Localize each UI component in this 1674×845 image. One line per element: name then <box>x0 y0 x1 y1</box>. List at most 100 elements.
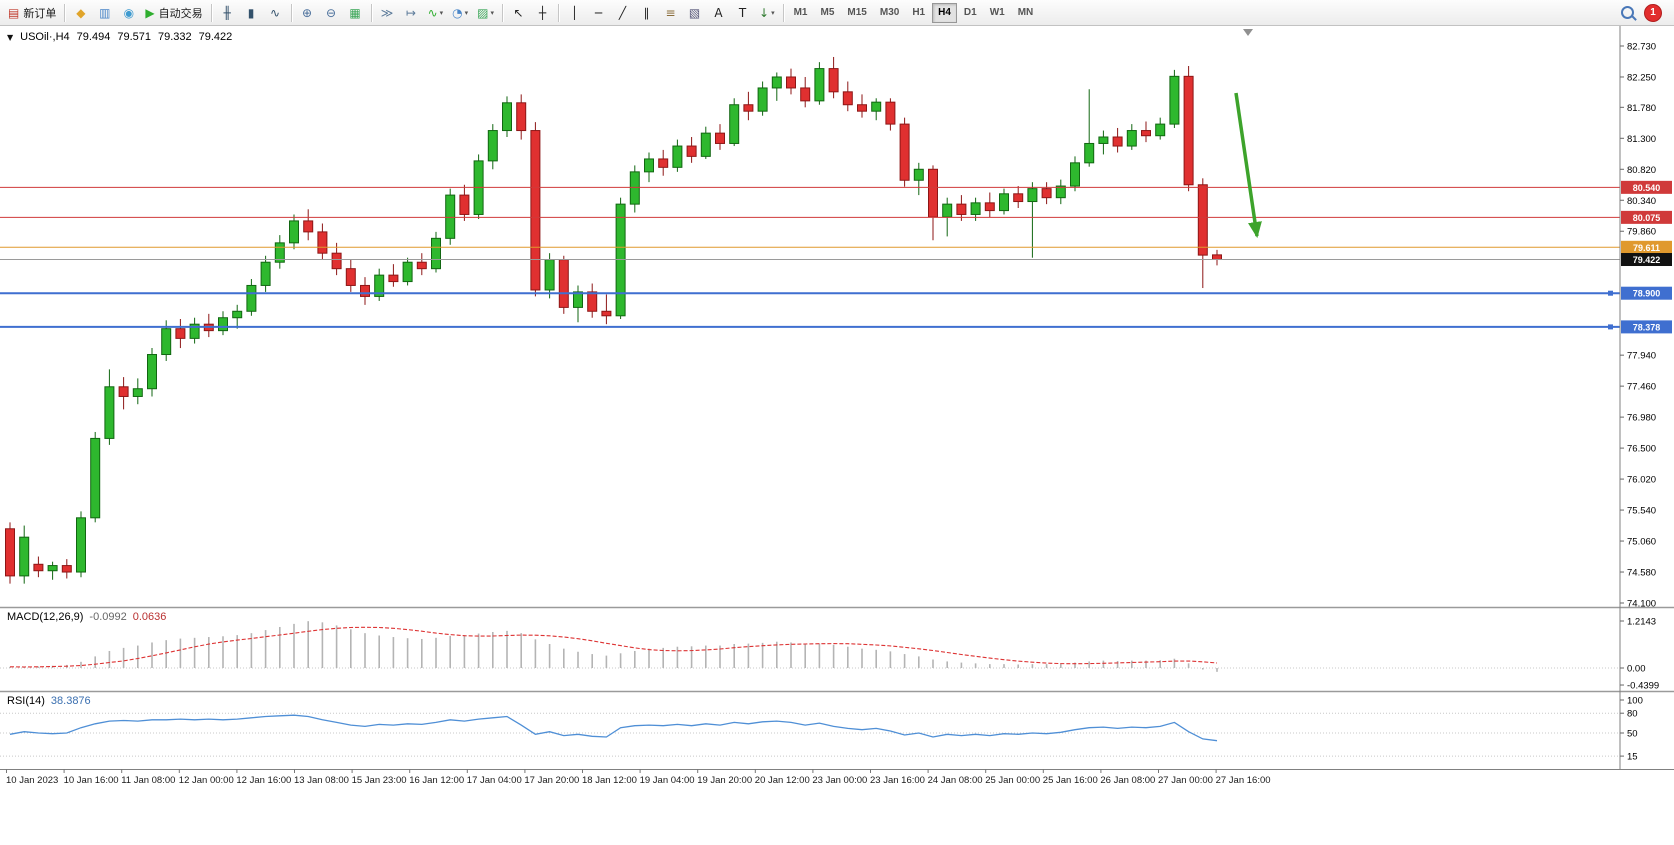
text-label-button[interactable]: T <box>731 2 754 24</box>
chart-shift-icon: ↦ <box>406 5 417 20</box>
timeframe-d1-button[interactable]: D1 <box>958 3 983 23</box>
svg-text:12 Jan 00:00: 12 Jan 00:00 <box>179 775 234 786</box>
arrows-button[interactable]: ↓ ▾ <box>755 2 779 24</box>
candle-body <box>431 237 441 270</box>
auto-trading-button[interactable]: ▶ 自动交易 <box>141 2 206 24</box>
annotation-arrow[interactable] <box>1234 92 1262 239</box>
auto-scroll-button[interactable]: ≫ <box>376 2 399 24</box>
candle-body <box>147 354 157 390</box>
timeframe-w1-button[interactable]: W1 <box>984 3 1011 23</box>
bar-chart-mode-button[interactable]: ╫ <box>216 2 239 24</box>
shapes-button[interactable]: ▧ <box>683 2 706 24</box>
price-badge <box>1621 180 1672 194</box>
vertical-line-button[interactable]: │ <box>563 2 586 24</box>
candlestick-mode-button[interactable]: ▮ <box>240 2 263 24</box>
indicators-button[interactable]: ∿ ▾ <box>424 2 448 24</box>
svg-text:25 Jan 00:00: 25 Jan 00:00 <box>985 775 1040 786</box>
price-axis[interactable]: 82.730 82.250 81.780 81.300 80.820 80.340 79.8… <box>1620 42 1672 763</box>
candle-body <box>928 168 938 218</box>
candle-body <box>445 194 456 239</box>
channel-button[interactable]: ∥ <box>635 2 658 24</box>
candle-body <box>47 565 58 572</box>
svg-text:75.540: 75.540 <box>1627 506 1656 517</box>
timeframe-mn-button[interactable]: MN <box>1012 3 1040 23</box>
time-axis[interactable]: 10 Jan 2023 10 Jan 16:00 11 Jan 08:00 12 Ja… <box>6 769 1271 786</box>
text-button[interactable]: A <box>707 2 730 24</box>
timeframe-m5-button[interactable]: M5 <box>815 3 841 23</box>
candle-body <box>388 274 399 283</box>
price-badge <box>1621 286 1672 300</box>
cursor-button[interactable]: ↖ <box>507 2 530 24</box>
candle-body <box>345 268 356 286</box>
timeframe-h1-button[interactable]: H1 <box>906 3 931 23</box>
svg-text:79.860: 79.860 <box>1627 227 1656 238</box>
candle-body <box>828 68 839 93</box>
cursor-arrow-icon: ↖ <box>513 5 524 20</box>
zoom-out-button[interactable]: ⊖ <box>320 2 343 24</box>
svg-text:80.340: 80.340 <box>1627 196 1656 207</box>
toolbar-separator <box>64 3 66 22</box>
new-order-button[interactable]: ▤ 新订单 <box>4 2 60 24</box>
horizontal-line-button[interactable]: ─ <box>587 2 610 24</box>
svg-text:80.820: 80.820 <box>1627 165 1656 176</box>
svg-text:17 Jan 20:00: 17 Jan 20:00 <box>524 775 579 786</box>
candle-body <box>1027 188 1038 203</box>
timeframe-m1-button[interactable]: M1 <box>788 3 814 23</box>
price-badge <box>1621 210 1672 224</box>
market-watch-button[interactable]: ◆ <box>69 2 92 24</box>
candle-body <box>644 158 654 173</box>
notification-badge[interactable]: 1 <box>1644 3 1662 22</box>
svg-text:74.100: 74.100 <box>1627 599 1656 610</box>
candle-body <box>842 91 853 106</box>
timeframe-m30-button[interactable]: M30 <box>874 3 905 23</box>
trendline-button[interactable]: ╱ <box>611 2 634 24</box>
dropdown-caret-icon: ▾ <box>771 8 775 17</box>
templates-button[interactable]: ▨ ▾ <box>473 2 498 24</box>
line-handle[interactable] <box>1608 324 1613 330</box>
candle-body <box>260 261 271 286</box>
toolbar-separator <box>558 3 560 22</box>
crosshair-button[interactable]: ┼ <box>531 2 554 24</box>
data-window-icon: ▥ <box>99 5 111 20</box>
line-handle[interactable] <box>1608 290 1613 296</box>
candle-body <box>956 203 967 215</box>
line-chart-icon: ∿ <box>270 5 281 20</box>
search-icon <box>1621 6 1634 19</box>
tile-windows-button[interactable]: ▦ <box>344 2 367 24</box>
search-button[interactable] <box>1616 2 1639 24</box>
button-label: 自动交易 <box>158 7 203 20</box>
candle-body <box>459 194 470 215</box>
candle-body <box>416 261 427 270</box>
data-window-button[interactable]: ▥ <box>93 2 116 24</box>
svg-text:1.2143: 1.2143 <box>1627 617 1656 628</box>
auto-trading-play-icon: ▶ <box>145 5 155 20</box>
candle-body <box>33 563 44 572</box>
timeframe-m15-button[interactable]: M15 <box>841 3 872 23</box>
toolbar-separator <box>370 3 372 22</box>
line-chart-mode-button[interactable]: ∿ <box>264 2 287 24</box>
navigator-button[interactable]: ◉ <box>117 2 140 24</box>
chart-shift-marker-icon[interactable] <box>1243 29 1253 36</box>
candle-body <box>757 87 768 112</box>
candle-body <box>1070 162 1080 187</box>
candle-body <box>317 231 328 254</box>
candle-body <box>743 104 754 112</box>
chart-shift-button[interactable]: ↦ <box>400 2 423 24</box>
macd-main-value: -0.0992 <box>89 611 127 623</box>
svg-text:15: 15 <box>1627 752 1638 763</box>
svg-text:10 Jan 2023: 10 Jan 2023 <box>6 775 58 786</box>
fibonacci-button[interactable]: ≡ <box>659 2 682 24</box>
one-click-trading-toggle[interactable]: ▼ <box>7 32 14 42</box>
zoom-in-button[interactable]: ⊕ <box>296 2 319 24</box>
svg-text:19 Jan 04:00: 19 Jan 04:00 <box>640 775 695 786</box>
symbol-period-label: USOil·,H4 <box>20 31 70 43</box>
toolbar-separator <box>502 3 504 22</box>
periods-button[interactable]: ◔ ▾ <box>448 2 472 24</box>
svg-text:-0.4399: -0.4399 <box>1627 681 1659 692</box>
svg-text:78.900: 78.900 <box>1633 289 1661 299</box>
new-order-icon: ▤ <box>8 5 20 20</box>
crosshair-icon: ┼ <box>538 5 547 20</box>
timeframe-h4-button[interactable]: H4 <box>932 2 957 23</box>
